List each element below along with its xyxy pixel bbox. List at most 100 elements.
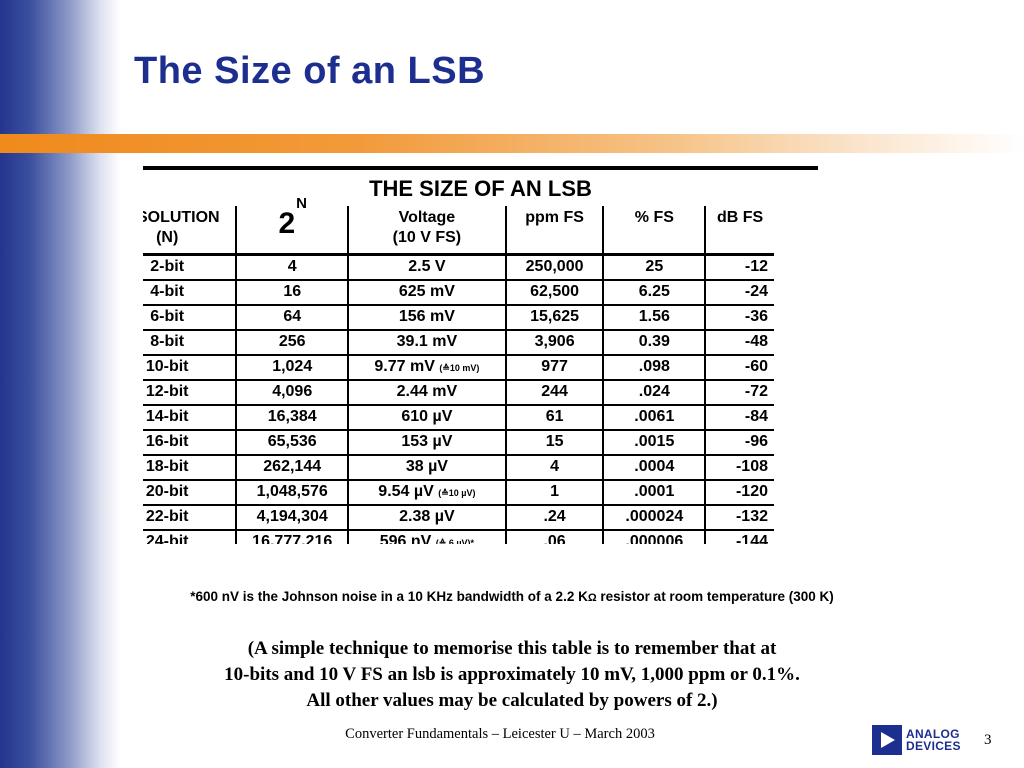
- table-row: 24-bit 16,777,216 596 nV (≙.6 µV)* .06.0000…: [143, 529, 774, 545]
- cell-db: -72: [705, 379, 774, 406]
- logo-triangle-icon: [872, 725, 902, 755]
- cell-pct: .000024: [603, 504, 707, 531]
- cell-resolution: 10-bit: [143, 354, 238, 381]
- cell-resolution: 16-bit: [143, 429, 238, 456]
- cell-voltage: 9.77 mV (≙10 mV): [348, 354, 507, 381]
- cell-db: -36: [705, 304, 774, 331]
- header-db: dB FS: [716, 209, 764, 226]
- cell-resolution: 8-bit: [143, 329, 238, 356]
- cell-db: -144: [705, 529, 774, 544]
- cell-pct: .0004: [603, 454, 707, 481]
- omega-symbol: Ω: [587, 592, 597, 604]
- cell-pct: 6.25: [603, 279, 707, 306]
- orange-divider-bar: [0, 134, 1024, 153]
- cell-db: -84: [705, 404, 774, 431]
- cell-ppm: 61: [505, 404, 605, 431]
- cell-db: -60: [705, 354, 774, 381]
- table-row: 8-bit 256 39.1 mV 3,906 0.39 -48: [143, 329, 774, 356]
- cell-resolution: 4-bit: [143, 279, 238, 306]
- cell-ppm: 15,625: [505, 304, 605, 331]
- cell-power: 64: [236, 304, 350, 331]
- cell-resolution: 24-bit: [143, 529, 238, 544]
- header-power: 2N: [236, 195, 350, 254]
- cell-resolution: 14-bit: [143, 404, 238, 431]
- cell-ppm: 977: [505, 354, 605, 381]
- cell-db: -132: [705, 504, 774, 531]
- cell-db: -48: [705, 329, 774, 356]
- cell-voltage: 153 µV: [348, 429, 507, 456]
- cell-pct: .0061: [603, 404, 707, 431]
- voltage-note: (≙.6 µV)*: [435, 537, 475, 545]
- lsb-table-region: THE SIZE OF AN LSB RESOLUTION (N) 2N Vol…: [143, 166, 818, 544]
- cell-power: 4,194,304: [236, 504, 350, 531]
- cell-resolution: 2-bit: [143, 254, 238, 281]
- slide-title: The Size of an LSB: [134, 50, 486, 92]
- cell-db: -108: [705, 454, 774, 481]
- table-row: 14-bit 16,384 610 µV 61.0061 -84: [143, 404, 774, 431]
- table-title: THE SIZE OF AN LSB: [369, 176, 592, 201]
- table-row: 4-bit 16 625 mV 62,500 6.25 -24: [143, 279, 774, 306]
- cell-ppm: .06: [505, 529, 605, 544]
- cell-ppm: 4: [505, 454, 605, 481]
- footnote: *600 nV is the Johnson noise in a 10 KHz…: [190, 589, 834, 604]
- memorisation-paragraph: (A simple technique to memorise this tab…: [224, 638, 800, 711]
- page-number: 3: [984, 732, 992, 748]
- table-row: 22-bit 4,194,304 2.38 µV .24.000024 -132: [143, 504, 774, 531]
- cell-voltage: 2.5 V: [348, 254, 507, 281]
- cell-pct: .098: [603, 354, 707, 381]
- cell-ppm: 250,000: [505, 254, 605, 281]
- cell-voltage: 38 µV: [348, 454, 507, 481]
- table-row: 20-bit 1,048,576 9.54 µV (≙10 µV) 1.0001 -12…: [143, 479, 774, 506]
- cell-voltage: 2.44 mV: [348, 379, 507, 406]
- cell-voltage: 9.54 µV (≙10 µV): [348, 479, 507, 506]
- cell-ppm: 244: [505, 379, 605, 406]
- cell-pct: .000006: [603, 529, 707, 544]
- cell-resolution: 12-bit: [143, 379, 238, 406]
- cell-resolution: 20-bit: [143, 479, 238, 506]
- cell-power: 1,048,576: [236, 479, 350, 506]
- table-row: 10-bit 1,024 9.77 mV (≙10 mV) 977.098 -60: [143, 354, 774, 381]
- cell-pct: 25: [603, 254, 707, 281]
- header-resolution: RESOLUTION (N): [143, 206, 238, 254]
- cell-power: 4,096: [236, 379, 350, 406]
- footer-text: Converter Fundamentals – Leicester U – M…: [345, 726, 655, 742]
- cell-voltage: 610 µV: [348, 404, 507, 431]
- lsb-table: RESOLUTION (N) 2N Voltage (10 V FS) ppm …: [143, 195, 774, 544]
- power-of-two-label: 2N: [278, 195, 307, 240]
- cell-pct: 0.39: [603, 329, 707, 356]
- cell-power: 4: [236, 254, 350, 281]
- table-header-row: RESOLUTION (N) 2N Voltage (10 V FS) ppm …: [143, 195, 774, 254]
- analog-devices-logo: ANALOG DEVICES: [872, 724, 976, 756]
- cell-voltage: 2.38 µV: [348, 504, 507, 531]
- cell-db: -96: [705, 429, 774, 456]
- voltage-note: (≙10 µV): [438, 487, 476, 498]
- cell-db: -12: [705, 254, 774, 281]
- cell-voltage: 625 mV: [348, 279, 507, 306]
- cell-power: 16: [236, 279, 350, 306]
- cell-voltage: 39.1 mV: [348, 329, 507, 356]
- table-body: 2-bit 4 2.5 V 250,000 25 -12 4-bit 16 625 mV 62…: [143, 254, 774, 544]
- voltage-note: (≙10 mV): [439, 362, 480, 373]
- cell-db: -24: [705, 279, 774, 306]
- table-row: 18-bit 262,144 38 µV 4.0004 -108: [143, 454, 774, 481]
- cell-ppm: 15: [505, 429, 605, 456]
- cell-pct: 1.56: [603, 304, 707, 331]
- header-pct: % FS: [603, 206, 707, 254]
- header-ppm: ppm FS: [505, 206, 605, 254]
- left-gradient-bar: [0, 0, 120, 768]
- table-top-rule: [143, 166, 818, 170]
- cell-power: 256: [236, 329, 350, 356]
- table-row: 16-bit 65,536 153 µV 15.0015 -96: [143, 429, 774, 456]
- cell-resolution: 18-bit: [143, 454, 238, 481]
- cell-power: 16,384: [236, 404, 350, 431]
- cell-pct: .024: [603, 379, 707, 406]
- cell-resolution: 22-bit: [143, 504, 238, 531]
- cell-voltage: 596 nV (≙.6 µV)*: [348, 529, 507, 545]
- table-row: 12-bit 4,096 2.44 mV 244.024 -72: [143, 379, 774, 406]
- cell-power: 65,536: [236, 429, 350, 456]
- cell-power: 16,777,216: [236, 529, 350, 544]
- cell-pct: .0001: [603, 479, 707, 506]
- cell-ppm: 1: [505, 479, 605, 506]
- cell-ppm: .24: [505, 504, 605, 531]
- cell-voltage: 156 mV: [348, 304, 507, 331]
